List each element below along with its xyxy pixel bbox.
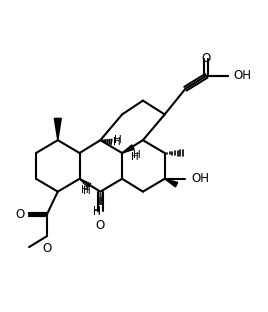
Text: OH: OH bbox=[191, 172, 209, 185]
Text: H: H bbox=[81, 185, 88, 195]
Text: O: O bbox=[15, 208, 24, 221]
Text: O: O bbox=[42, 242, 51, 255]
Text: O: O bbox=[96, 219, 105, 232]
Text: H: H bbox=[133, 150, 141, 160]
Text: H: H bbox=[83, 186, 91, 196]
Polygon shape bbox=[122, 145, 134, 153]
Text: H: H bbox=[113, 137, 121, 147]
Polygon shape bbox=[165, 179, 178, 187]
Text: H: H bbox=[131, 152, 139, 162]
Text: H: H bbox=[93, 207, 100, 217]
Text: H: H bbox=[93, 207, 100, 217]
Text: OH: OH bbox=[233, 69, 251, 82]
Text: O: O bbox=[202, 52, 211, 65]
Text: H: H bbox=[114, 135, 122, 145]
Polygon shape bbox=[54, 118, 61, 140]
